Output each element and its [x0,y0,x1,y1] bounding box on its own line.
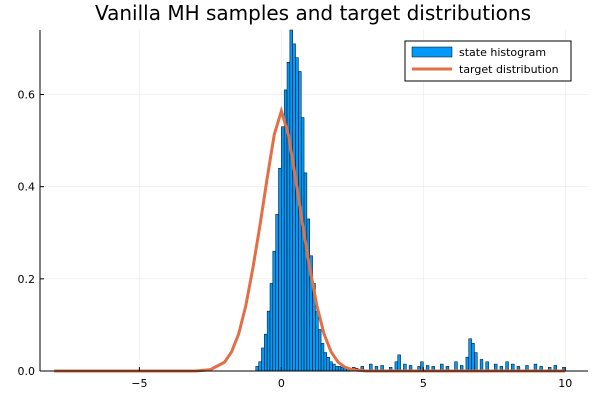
histogram-bar [255,366,259,372]
histogram-bar [332,363,336,372]
y-tick-label: 0.4 [18,181,36,194]
histogram-bar [320,343,325,372]
y-tick-label: 0.0 [18,365,36,378]
legend-swatch-histogram [411,46,453,58]
legend-label-histogram: state histogram [459,46,546,59]
histogram-bar [272,250,276,372]
legend-label-target: target distribution [459,63,559,76]
x-tick-label: 10 [558,377,572,390]
histogram-bar [337,366,342,372]
histogram-bar [323,352,328,372]
histogram-bar [474,352,478,372]
histogram-bar [315,310,319,372]
tick-labels: −5 0 5 10 0.0 0.2 0.4 0.6 [18,89,573,390]
axes [39,30,588,372]
histogram-bar [303,172,308,372]
target-distribution-line [54,105,566,373]
histogram-bar [264,333,268,372]
x-tick-label: 5 [420,377,427,390]
x-tick-label: 0 [278,377,285,390]
histogram-bar [465,356,469,372]
x-tick-label: −5 [131,377,147,390]
target-curve [54,105,566,373]
histogram-bar [281,126,285,372]
histogram-bar [261,347,265,372]
histogram-bar [329,361,333,372]
histogram-bar [397,354,401,372]
legend: state histogram target distribution [404,40,572,82]
y-tick-label: 0.2 [18,273,36,286]
histogram-bar [318,329,322,372]
histogram-bar [468,338,472,372]
histogram-bar [286,62,291,372]
histogram-bar [340,367,345,372]
histogram-bar [266,310,271,372]
histogram-bar [335,366,339,372]
histogram-bar [326,356,330,372]
histogram-bar [471,343,475,372]
histogram-bar [275,214,279,372]
histogram-bar [479,359,484,372]
chart-title: Vanilla MH samples and target distributi… [95,1,531,25]
histogram-bar [269,283,274,372]
histogram-bar [292,43,296,372]
histogram-bar [306,218,310,372]
histogram-bar [258,361,262,372]
histogram-bar [295,57,299,372]
histogram-bar [278,167,282,372]
histogram-bar [300,117,305,372]
histogram-bar [289,29,293,372]
y-tick-label: 0.6 [18,89,36,102]
